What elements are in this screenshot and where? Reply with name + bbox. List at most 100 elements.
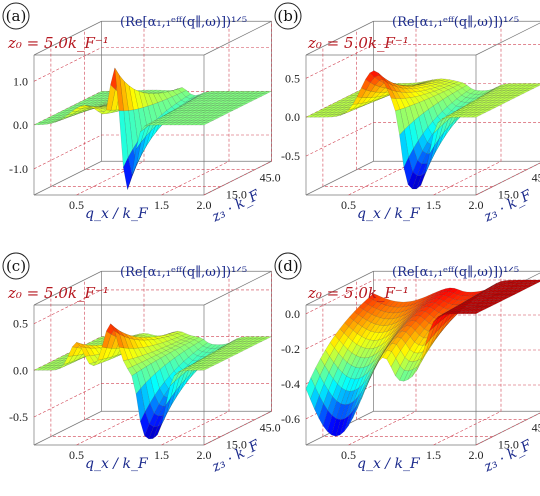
z0-label: z₀ = 5.0k_F⁻¹ (307, 34, 409, 52)
panel-label-circle (2, 252, 30, 280)
surface-patch (471, 311, 481, 314)
box-edge (475, 22, 540, 56)
box-edge (305, 160, 374, 196)
x-axis-label: q_x / k_F (357, 456, 421, 472)
x-tick-label: 2.0 (197, 198, 212, 212)
grid-line (356, 279, 527, 421)
panel-label-circle (274, 252, 302, 280)
grid-line (161, 21, 230, 196)
z0-label: z₀ = 5.0k_F⁻¹ (307, 284, 409, 302)
surface-mesh (33, 323, 272, 440)
z0-label: z₀ = 5.0k_F⁻¹ (7, 284, 109, 302)
grid-line (322, 46, 493, 187)
surface-patch (471, 114, 481, 118)
y-tick-label: 15.0 (226, 188, 247, 202)
box-edge (203, 270, 272, 306)
z-tick-label: -1.0 (9, 162, 28, 176)
y-tick-label: 45.0 (260, 421, 281, 435)
formula-label: (Re[α₁,₁ᵉᶠᶠ(q∥,ω)])¹ᐟ⁵ (120, 15, 247, 30)
surface-patch (199, 367, 209, 371)
x-tick-label: 1.5 (154, 448, 169, 462)
chart-panel-a: 1.00.0-1.00.5 1.5 2.015.045.0q_x / k_F z₃ ·… (2, 2, 281, 226)
x-tick-label: 0.5 (69, 198, 84, 212)
grid-line (305, 44, 540, 79)
x-axis-label: q_x / k_F (85, 206, 149, 222)
grid-line (475, 412, 540, 446)
grid-line (33, 289, 272, 324)
z-tick-label: -0.4 (281, 377, 300, 391)
grid-line (475, 162, 540, 196)
panel-label-circle (274, 2, 302, 30)
x-tick-label: 0.5 (69, 448, 84, 462)
grid-line (50, 296, 221, 437)
x-tick-label: 0.5 (341, 448, 356, 462)
z-tick-label: -0.2 (281, 342, 300, 356)
grid-line (433, 21, 502, 196)
panel-label: (a) (6, 7, 27, 25)
z-tick-label: 0.0 (13, 363, 28, 377)
z0-label: z₀ = 5.0k_F⁻¹ (7, 34, 109, 52)
x-tick-label: 2.0 (469, 198, 484, 212)
z-tick-label: 0.5 (13, 317, 28, 331)
grid-line (305, 122, 540, 157)
z-tick-label: 0.0 (285, 110, 300, 124)
y-tick-label: 15.0 (226, 438, 247, 452)
z-tick-label: 0.5 (285, 71, 300, 85)
z-tick-label: -0.5 (9, 410, 28, 424)
surface-mesh (305, 70, 540, 190)
y-tick-label: 45.0 (532, 421, 540, 435)
z-tick-label: 1.0 (13, 74, 28, 88)
grid-line (33, 47, 272, 82)
grid-line (161, 271, 230, 446)
surface-mesh (33, 67, 272, 191)
grid-line (203, 271, 272, 446)
z-tick-label: 0.0 (13, 118, 28, 132)
panel-label: (d) (277, 257, 298, 275)
formula-label: (Re[α₁,₁ᵉᶠᶠ(q∥,ω)])¹ᐟ⁵ (120, 265, 247, 280)
x-tick-label: 2.0 (469, 448, 484, 462)
y-tick-label: 15.0 (498, 188, 519, 202)
chart-panel-b: 0.50.0-0.50.51.52.015.045.0q_x / k_Fz₃ ·… (274, 2, 540, 226)
box-edge (33, 20, 102, 56)
chart-panel-c: 0.50.0-0.50.5 1.5 2.015.045.0q_x / k_F z₃ ·… (2, 252, 281, 476)
x-axis-label: q_x / k_F (85, 456, 149, 472)
z-tick-label: 0.0 (285, 307, 300, 321)
grid-line (50, 46, 221, 187)
panel-label-circle (2, 2, 30, 30)
y-tick-label: 45.0 (260, 171, 281, 185)
x-tick-label: 1.5 (426, 198, 441, 212)
y-tick-label: 15.0 (498, 438, 519, 452)
grid-line (33, 134, 272, 170)
panel-label: (c) (6, 257, 26, 275)
panel-label: (b) (277, 7, 298, 25)
x-tick-label: 1.5 (154, 198, 169, 212)
box-edge (305, 270, 374, 306)
grid-line (348, 271, 417, 446)
surface-mesh (305, 279, 540, 437)
grid-line (356, 29, 527, 170)
grid-line (322, 296, 493, 437)
grid-line (33, 382, 272, 418)
y-tick-label: 45.0 (532, 171, 540, 185)
grid-line (433, 271, 502, 446)
grid-line (84, 29, 255, 170)
box-edge (33, 270, 102, 306)
grid-line (84, 279, 255, 421)
grid-line (305, 279, 540, 315)
formula-label: (Re[α₁,₁ᵉᶠᶠ(q∥,ω)])¹ᐟ⁵ (392, 265, 519, 280)
box-edge (305, 20, 374, 56)
z-tick-label: -0.6 (281, 412, 300, 426)
box-edge (33, 160, 102, 196)
chart-panel-d: 0.0 -0.2 -0.4 -0.6 0.5 1.5 2.0 15.0 45.0 q_x / k_… (274, 252, 540, 476)
z-tick-label: -0.5 (281, 149, 300, 163)
box-edge (203, 20, 272, 56)
grid-line (203, 21, 272, 196)
box-edge (33, 410, 102, 446)
x-tick-label: 1.5 (426, 448, 441, 462)
x-axis-label: q_x / k_F (357, 206, 421, 222)
grid-line (76, 21, 145, 196)
x-tick-label: 0.5 (341, 198, 356, 212)
x-tick-label: 2.0 (197, 448, 212, 462)
surface-patch (199, 122, 209, 126)
